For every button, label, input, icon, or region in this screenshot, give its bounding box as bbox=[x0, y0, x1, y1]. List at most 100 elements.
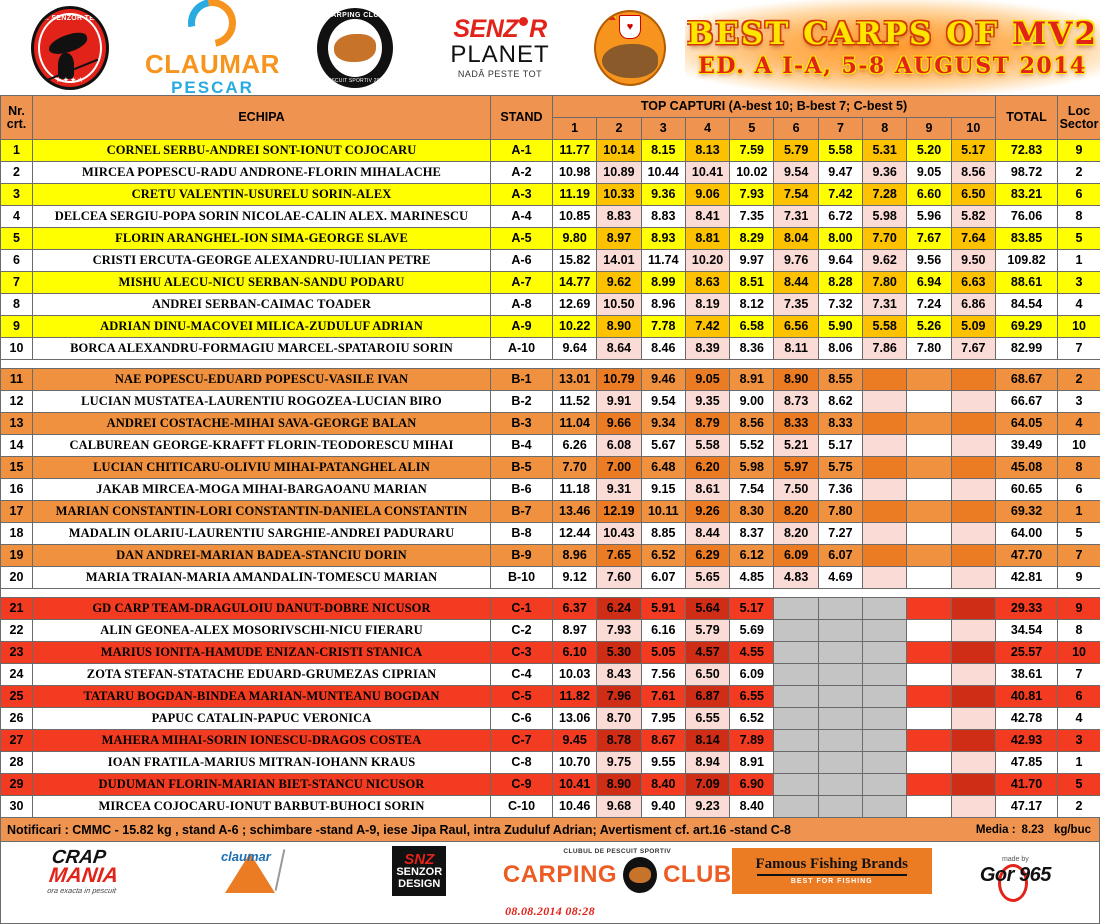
lacul-moara-vlasiei-logo: ♥ bbox=[575, 0, 685, 95]
planet-label: PLANET bbox=[450, 43, 549, 67]
capture-cell-6: 7.50 bbox=[774, 479, 818, 501]
capture-cell-9: 6.94 bbox=[907, 272, 951, 294]
capture-cell-10 bbox=[951, 391, 995, 413]
capture-cell-7: 6.72 bbox=[818, 206, 862, 228]
capture-cell-10 bbox=[951, 752, 995, 774]
total-cell: 84.54 bbox=[996, 294, 1058, 316]
team-name-cell: BORCA ALEXANDRU-FORMAGIU MARCEL-SPATAROI… bbox=[33, 338, 491, 360]
stand-cell: C-8 bbox=[491, 752, 553, 774]
capture-cell-6: 8.73 bbox=[774, 391, 818, 413]
capture-cell-8 bbox=[863, 567, 907, 589]
col-header-capture-2: 2 bbox=[597, 118, 641, 140]
capture-cell-3: 9.46 bbox=[641, 369, 685, 391]
notification-bar: Notificari : CMMC - 15.82 kg , stand A-6… bbox=[0, 818, 1100, 842]
capture-cell-1: 11.77 bbox=[553, 140, 597, 162]
capture-cell-1: 10.70 bbox=[553, 752, 597, 774]
media-value: 8.23 bbox=[1022, 824, 1054, 836]
row-number-cell: 2 bbox=[1, 162, 33, 184]
loc-sector-cell: 7 bbox=[1058, 664, 1100, 686]
capture-cell-4: 5.79 bbox=[685, 620, 729, 642]
row-number-cell: 23 bbox=[1, 642, 33, 664]
capture-cell-6: 9.76 bbox=[774, 250, 818, 272]
event-title-line2: ED. A I-A, 5-8 AUGUST 2014 bbox=[698, 55, 1087, 77]
carp-fish-icon bbox=[334, 34, 376, 62]
total-cell: 42.78 bbox=[996, 708, 1058, 730]
capture-cell-10: 6.86 bbox=[951, 294, 995, 316]
capture-cell-5: 8.36 bbox=[730, 338, 774, 360]
loc-sector-cell: 1 bbox=[1058, 752, 1100, 774]
capture-cell-3: 9.54 bbox=[641, 391, 685, 413]
team-name-cell: MIRCEA COJOCARU-IONUT BARBUT-BUHOCI SORI… bbox=[33, 796, 491, 818]
footer-timestamp-bar: 08.08.2014 08:28 bbox=[0, 900, 1100, 924]
capture-cell-6 bbox=[774, 598, 818, 620]
capture-cell-5: 8.37 bbox=[730, 523, 774, 545]
capture-cell-3: 6.52 bbox=[641, 545, 685, 567]
mania-label: MANIA bbox=[48, 865, 120, 886]
loc-sector-cell: 8 bbox=[1058, 620, 1100, 642]
team-name-cell: MARIAN CONSTANTIN-LORI CONSTANTIN-DANIEL… bbox=[33, 501, 491, 523]
stand-cell: B-6 bbox=[491, 479, 553, 501]
capture-cell-4: 8.79 bbox=[685, 413, 729, 435]
capture-cell-6: 8.90 bbox=[774, 369, 818, 391]
capture-cell-7: 8.28 bbox=[818, 272, 862, 294]
capture-cell-3: 5.91 bbox=[641, 598, 685, 620]
capture-cell-6 bbox=[774, 752, 818, 774]
stand-cell: A-2 bbox=[491, 162, 553, 184]
capture-cell-8: 7.31 bbox=[863, 294, 907, 316]
capture-cell-1: 9.64 bbox=[553, 338, 597, 360]
loc-sector-cell: 2 bbox=[1058, 369, 1100, 391]
capture-cell-4: 6.87 bbox=[685, 686, 729, 708]
row-number-cell: 30 bbox=[1, 796, 33, 818]
capture-cell-1: 15.82 bbox=[553, 250, 597, 272]
total-cell: 29.33 bbox=[996, 598, 1058, 620]
capture-cell-2: 10.14 bbox=[597, 140, 641, 162]
section-gap-row bbox=[1, 360, 1100, 369]
ring-icon bbox=[179, 0, 246, 56]
total-cell: 83.85 bbox=[996, 228, 1058, 250]
capture-cell-7: 7.80 bbox=[818, 501, 862, 523]
stand-cell: C-9 bbox=[491, 774, 553, 796]
pescar-label: PESCAR bbox=[145, 79, 280, 96]
capture-cell-6: 7.54 bbox=[774, 184, 818, 206]
capture-cell-1: 6.37 bbox=[553, 598, 597, 620]
capture-cell-4: 8.41 bbox=[685, 206, 729, 228]
stand-cell: C-10 bbox=[491, 796, 553, 818]
capture-cell-1: 7.70 bbox=[553, 457, 597, 479]
capture-cell-10 bbox=[951, 369, 995, 391]
event-title-line1: BEST CARPS OF MV2 bbox=[687, 19, 1098, 50]
total-cell: 47.85 bbox=[996, 752, 1058, 774]
col-header-nr: Nr. crt. bbox=[1, 96, 33, 140]
capture-cell-9 bbox=[907, 664, 951, 686]
